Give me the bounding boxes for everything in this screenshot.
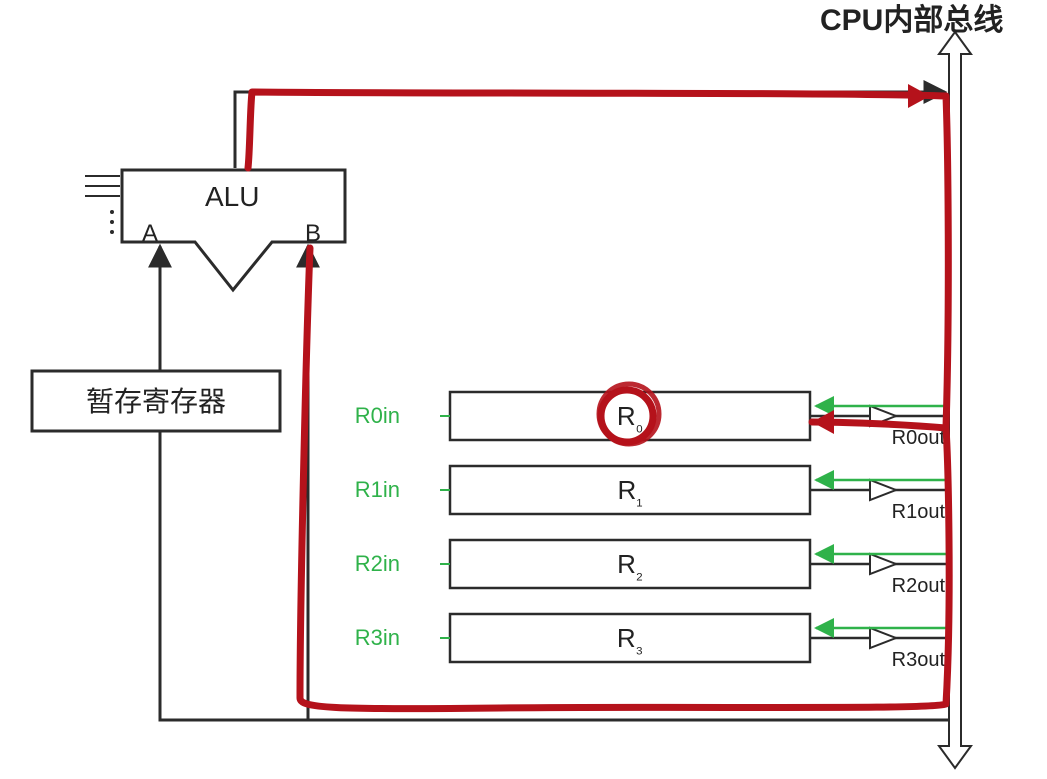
alu-b-label: B (305, 220, 321, 247)
register-out-label-R3: R3out (892, 649, 946, 671)
wire-alu-to-bus (235, 92, 945, 168)
alu-label: ALU (205, 181, 259, 212)
register-in-label-R3: R3in (355, 625, 400, 650)
alu-dots-icon (110, 210, 114, 214)
tristate-icon-R1 (870, 480, 896, 500)
alu-dots-icon (110, 230, 114, 234)
highlight-path-2 (248, 92, 948, 428)
register-in-label-R1: R1in (355, 477, 400, 502)
page-title: CPU内部总线 (820, 3, 1003, 37)
highlight-arrow-1 (908, 84, 930, 108)
alu-a-label: A (142, 220, 158, 247)
tristate-icon-R2 (870, 554, 896, 574)
alu-dots-icon (110, 220, 114, 224)
register-out-label-R2: R2out (892, 575, 946, 597)
register-in-label-R0: R0in (355, 403, 400, 428)
register-in-label-R2: R2in (355, 551, 400, 576)
tristate-icon-R3 (870, 628, 896, 648)
highlight-arrow-0 (812, 410, 834, 434)
register-out-label-R1: R1out (892, 501, 946, 523)
temp-register-label: 暂存寄存器 (86, 386, 226, 417)
